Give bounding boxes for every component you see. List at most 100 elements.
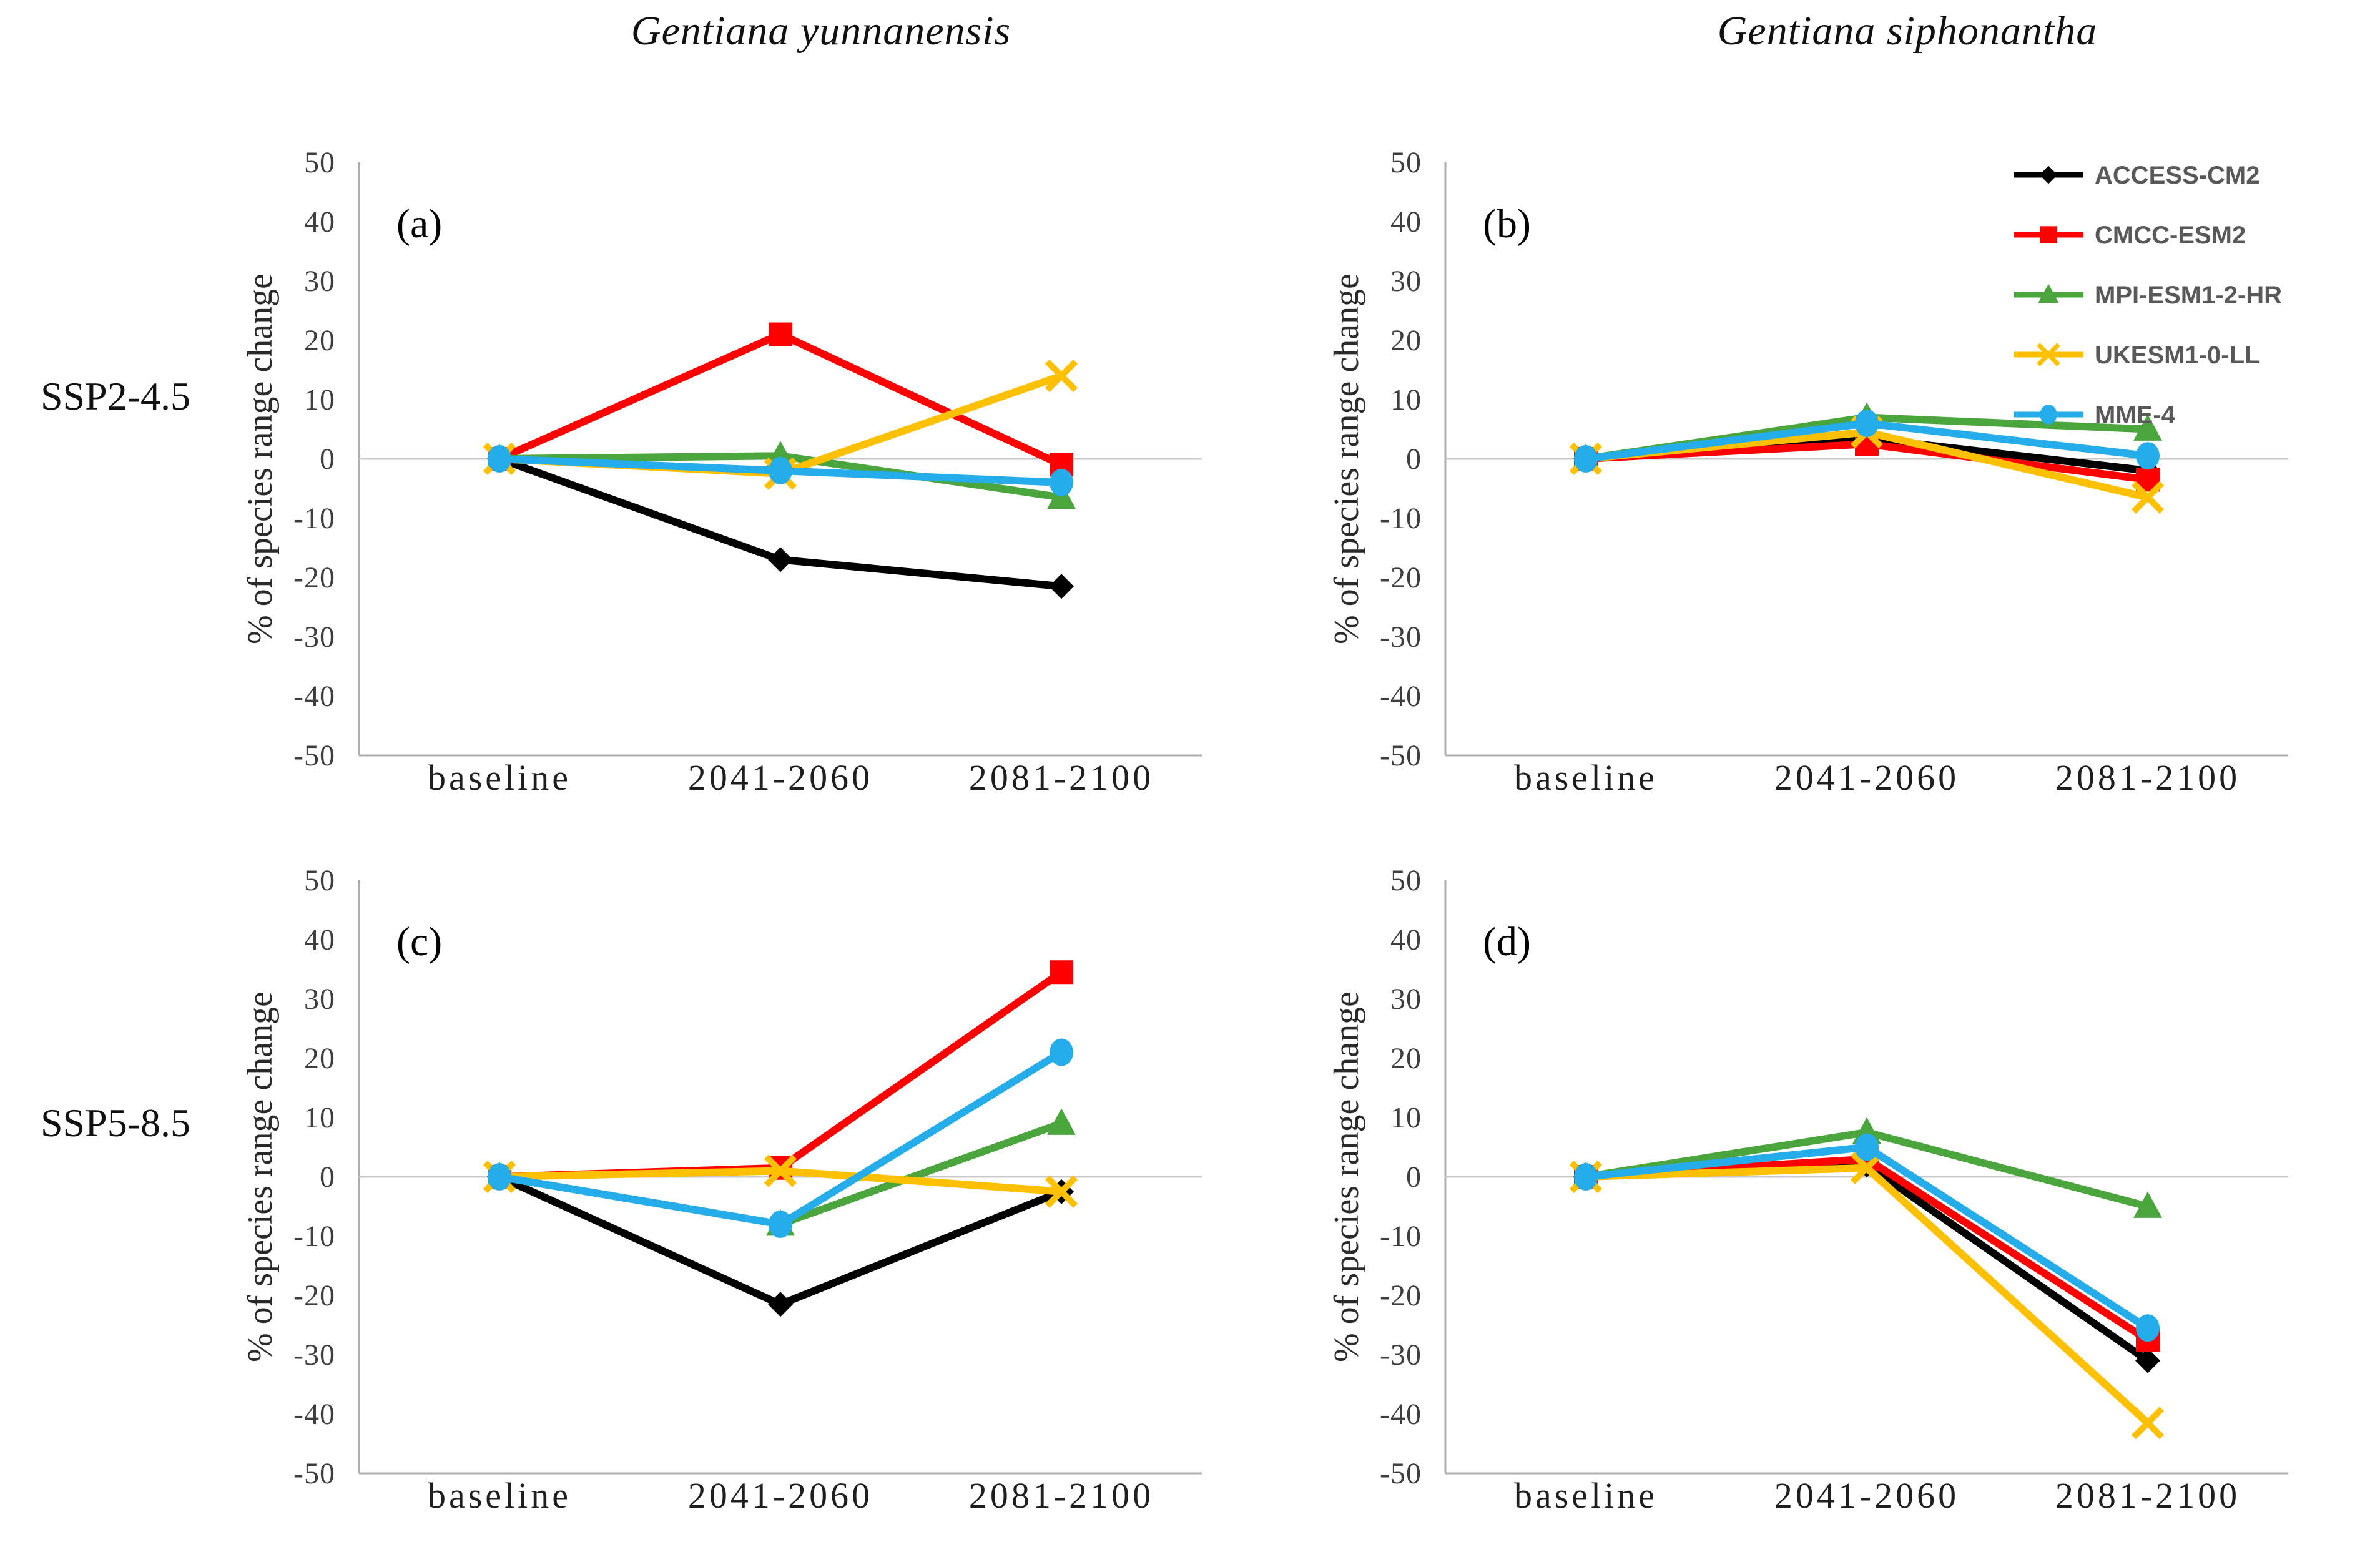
x-marker: [764, 1154, 797, 1187]
svg-text:-30: -30: [293, 621, 335, 654]
circle-marker: [1050, 469, 1073, 496]
y-tick-labels: 50 40 30 20 10 0 -10 -20 -30 -40 -50: [293, 864, 335, 1490]
svg-text:MPI-ESM1-2-HR: MPI-ESM1-2-HR: [2095, 282, 2282, 309]
series-MME-4: [488, 1038, 1073, 1238]
svg-text:0: 0: [320, 1161, 335, 1194]
panel-letter: (b): [1483, 201, 1531, 247]
svg-text:2081-2100: 2081-2100: [969, 1475, 1154, 1516]
svg-text:-40: -40: [1380, 1398, 1422, 1431]
svg-text:-50: -50: [1380, 739, 1422, 772]
svg-text:30: 30: [1390, 265, 1422, 298]
y-tick-labels: 50 40 30 20 10 0 -10 -20 -30 -40 -50: [293, 146, 335, 772]
triangle-marker: [2038, 283, 2059, 303]
chart-panel-c: 50 40 30 20 10 0 -10 -20 -30 -40 -50 baseline 2041-2…: [209, 812, 1208, 1530]
svg-text:10: 10: [304, 1101, 335, 1134]
circle-marker: [1855, 410, 1879, 437]
svg-text:2041-2060: 2041-2060: [1774, 757, 1959, 798]
circle-marker: [769, 457, 792, 484]
legend-item-MPI-ESM1-2-HR: MPI-ESM1-2-HR: [2014, 282, 2282, 309]
panel-letter: (d): [1483, 919, 1531, 965]
svg-text:40: 40: [304, 205, 335, 238]
svg-text:20: 20: [1390, 324, 1422, 357]
svg-text:30: 30: [304, 983, 335, 1016]
svg-text:-10: -10: [293, 502, 335, 535]
x-category-labels: baseline 2041-2060 2081-2100: [1514, 757, 2240, 798]
svg-text:20: 20: [304, 324, 335, 357]
circle-marker: [1855, 1133, 1879, 1161]
svg-text:ACCESS-CM2: ACCESS-CM2: [2095, 162, 2260, 189]
svg-text:-20: -20: [293, 1279, 335, 1312]
x-category-labels: baseline 2041-2060 2081-2100: [1514, 1475, 2240, 1516]
y-axis-title: % of species range change: [241, 991, 280, 1362]
diamond-marker: [768, 547, 793, 572]
chart-panel-d: 50 40 30 20 10 0 -10 -20 -30 -40 -50 baseline 2041-2…: [1296, 812, 2294, 1530]
svg-text:CMCC-ESM2: CMCC-ESM2: [2095, 222, 2246, 249]
svg-text:20: 20: [1390, 1042, 1422, 1075]
svg-text:MME-4: MME-4: [2095, 401, 2176, 429]
svg-text:10: 10: [1390, 1101, 1422, 1134]
panel-letter: (a): [396, 201, 442, 247]
y-axis-title: % of species range change: [1327, 273, 1366, 644]
legend-item-MME-4: MME-4: [2014, 401, 2176, 429]
x-marker: [1045, 359, 1078, 393]
triangle-marker: [2133, 414, 2162, 441]
diamond-marker: [1049, 574, 1074, 599]
circle-marker: [2136, 1314, 2160, 1342]
x-marker: [2131, 1407, 2165, 1440]
legend-item-ACCESS-CM2: ACCESS-CM2: [2014, 162, 2260, 189]
legend-item-CMCC-ESM2: CMCC-ESM2: [2014, 222, 2246, 249]
svg-text:0: 0: [320, 443, 335, 476]
circle-marker: [1574, 445, 1598, 473]
column-title-right-species: Gentiana siphonantha: [1717, 8, 2098, 54]
series-MME-4: [488, 445, 1073, 496]
y-axis-title: % of species range change: [1327, 991, 1366, 1362]
svg-text:-20: -20: [1380, 1279, 1422, 1312]
svg-text:-10: -10: [1380, 502, 1422, 535]
legend: ACCESS-CM2 CMCC-ESM2 MPI-ESM1-2-HR UKESM1-0…: [2014, 162, 2282, 429]
svg-text:20: 20: [304, 1042, 335, 1075]
svg-text:0: 0: [1406, 443, 1422, 476]
svg-text:2041-2060: 2041-2060: [688, 1475, 873, 1516]
svg-text:-10: -10: [293, 1220, 335, 1253]
svg-text:-20: -20: [1380, 561, 1422, 594]
x-category-labels: baseline 2041-2060 2081-2100: [428, 1475, 1154, 1516]
circle-marker: [769, 1211, 792, 1238]
line-chart: 50 40 30 20 10 0 -10 -20 -30 -40 -50 baseline 2041-2…: [241, 864, 1202, 1516]
diamond-marker: [2039, 165, 2058, 184]
x-marker: [1045, 1175, 1078, 1208]
svg-text:2081-2100: 2081-2100: [969, 757, 1154, 798]
circle-marker: [2136, 442, 2160, 470]
svg-text:50: 50: [1390, 864, 1422, 897]
svg-text:UKESM1-0-LL: UKESM1-0-LL: [2095, 341, 2260, 369]
svg-text:10: 10: [1390, 383, 1422, 416]
axes: [1444, 162, 2288, 757]
circle-marker: [1050, 1038, 1073, 1066]
triangle-marker: [2133, 1191, 2162, 1218]
series-MME-4: [1574, 410, 2160, 473]
svg-text:2081-2100: 2081-2100: [2055, 757, 2240, 798]
y-tick-labels: 50 40 30 20 10 0 -10 -20 -30 -40 -50: [1380, 864, 1422, 1490]
line-chart: 50 40 30 20 10 0 -10 -20 -30 -40 -50 baseline 2041-2…: [1327, 864, 2288, 1516]
svg-text:30: 30: [304, 265, 335, 298]
square-marker: [1050, 960, 1073, 985]
chart-panel-b: 50 40 30 20 10 0 -10 -20 -30 -40 -50 baseline 2041-2…: [1296, 94, 2294, 812]
svg-text:-30: -30: [1380, 1338, 1422, 1372]
series-MME-4: [1574, 1133, 2160, 1342]
svg-text:50: 50: [1390, 146, 1422, 179]
svg-text:baseline: baseline: [1514, 1475, 1658, 1516]
diamond-marker: [768, 1292, 793, 1317]
column-title-left-species: Gentiana yunnanensis: [631, 8, 1011, 54]
svg-text:50: 50: [304, 864, 335, 897]
x-marker: [2037, 343, 2060, 366]
svg-text:40: 40: [304, 923, 335, 956]
svg-text:2081-2100: 2081-2100: [2055, 1475, 2240, 1516]
line-chart: 50 40 30 20 10 0 -10 -20 -30 -40 -50 baseline 2041-2…: [241, 146, 1202, 798]
circle-marker: [488, 1163, 511, 1191]
x-category-labels: baseline 2041-2060 2081-2100: [428, 757, 1154, 798]
chart-panel-a: 50 40 30 20 10 0 -10 -20 -30 -40 -50 baseline 2041-2…: [209, 94, 1208, 812]
svg-text:2041-2060: 2041-2060: [688, 757, 873, 798]
svg-text:50: 50: [304, 146, 335, 179]
panel-letter: (c): [396, 919, 442, 965]
x-marker: [2131, 481, 2165, 514]
y-axis-title: % of species range change: [241, 273, 280, 644]
